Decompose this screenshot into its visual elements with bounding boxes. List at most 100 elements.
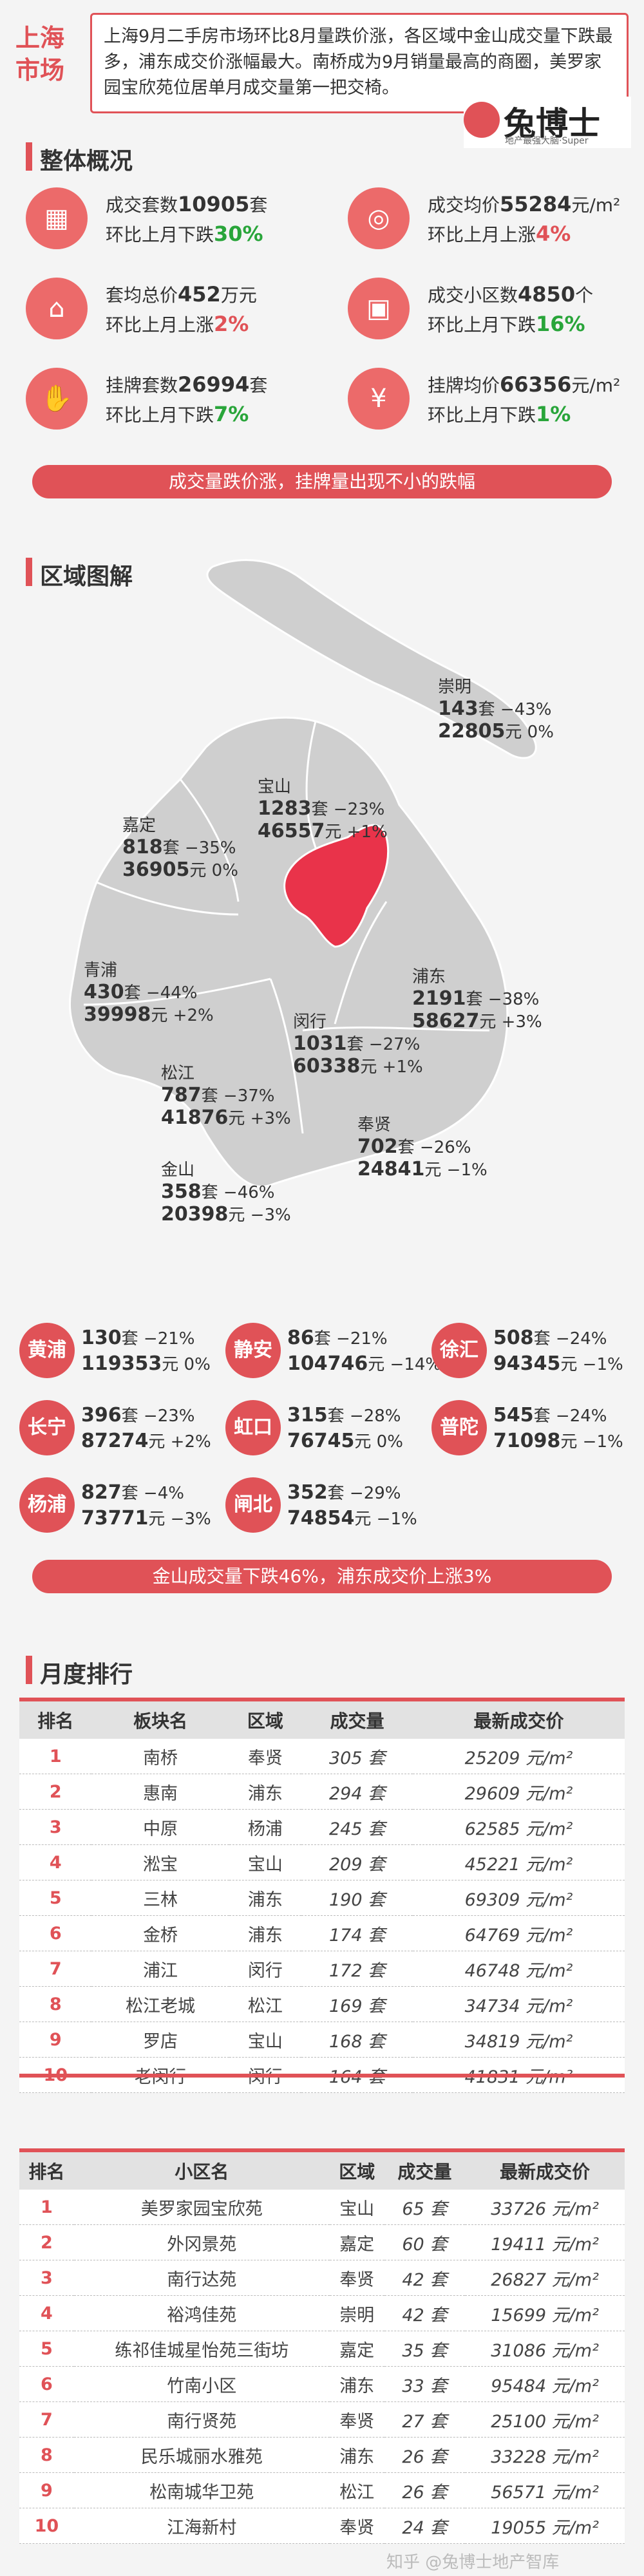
overview-line2: 环比上月下跌30% [106,221,263,247]
overview-change: 7% [214,402,249,426]
volume-value: 190 [328,1889,363,1910]
price-change: +2% [173,1006,214,1025]
district-cell: 浦东 [229,1774,302,1810]
overview-value: 452 [178,282,221,307]
price-cell: 34734 元/m² [412,1986,625,2022]
district-badge: 长宁 [19,1400,75,1455]
coins-icon: ◎ [348,187,410,249]
table-row: 3 南行达苑 奉贤 42 套 26827 元/m² [19,2260,625,2296]
price-suffix: 元 [360,1057,377,1077]
boundary-line [302,1027,490,1032]
house-price-icon: ⌂ [26,278,88,339]
overview-unit: 万元 [220,285,257,306]
summary-text: 上海9月二手房市场环比8月量跌价涨，各区域中金山成交量下跌最多，浦东成交价涨幅最… [104,26,613,98]
price-cell: 25209 元/m² [412,1739,625,1774]
overview-line2: 环比上月下跌16% [428,311,585,337]
volume-cell: 27 套 [384,2401,466,2438]
district-price-line: 87274元 +2% [81,1428,211,1452]
brand-logo: 兔博士 地产最强大脑·Super [464,97,631,148]
volume-value: 65 [402,2199,424,2219]
price-value: 19411 [491,2234,547,2255]
price-value: 25209 [464,1748,520,1768]
volume-value: 60 [402,2234,424,2255]
district-price: 74854 [287,1507,355,1530]
price-cell: 33228 元/m² [465,2437,625,2473]
rank-cell: 6 [19,2366,74,2402]
district-units: 396 [81,1404,122,1426]
district-card: 徐汇 508套 −24% 94345元 −1% [431,1320,625,1385]
district-price: 60338 [293,1055,361,1077]
district-price-line: 119353元 0% [81,1351,211,1375]
units-suffix: 套 [121,1329,138,1349]
volume-value: 172 [328,1960,363,1981]
district-badge: 静安 [225,1323,281,1378]
volume-cell: 209 套 [301,1844,413,1880]
district-price: 22805 [438,720,506,743]
volume-value: 294 [328,1783,363,1804]
rank-cell: 5 [19,1880,92,1916]
overview-item: ◎ 成交均价55284元/m² 环比上月上涨4% [348,184,644,254]
district-units: 818 [122,836,163,858]
price-value: 34734 [464,1996,520,2016]
price-cell: 33726 元/m² [465,2190,625,2225]
volume-value: 27 [402,2411,424,2432]
district-price: 39998 [84,1003,151,1026]
district-price: 41876 [161,1106,229,1129]
price-suffix: 元 [560,1432,578,1452]
overview-change: 2% [214,312,249,336]
price-cell: 31086 元/m² [465,2331,625,2367]
overview-item: ▣ 成交小区数4850个 环比上月下跌16% [348,274,644,345]
district-price-line: 73771元 −3% [81,1506,211,1530]
shanghai-map [69,559,537,1188]
price-unit: 元/m² [526,1819,573,1839]
volume-value: 305 [328,1748,363,1768]
district-card: 长宁 396套 −23% 87274元 +2% [19,1397,213,1462]
boundary-line [83,978,271,1006]
rank-cell: 1 [19,1739,92,1774]
price-value: 46748 [464,1960,520,1981]
name-cell: 裕鸿佳苑 [73,2295,330,2331]
table-row: 2 外冈景苑 嘉定 60 套 19411 元/m² [19,2224,625,2260]
price-change: 0% [376,1432,403,1452]
map-mainland [69,716,509,1188]
heading-bar [26,558,32,586]
price-unit: 元/m² [526,1889,573,1910]
price-change: −1% [376,1510,417,1529]
price-cell: 19055 元/m² [465,2508,625,2544]
price-cell: 64769 元/m² [412,1915,625,1951]
price-value: 62585 [464,1819,520,1839]
rank-cell: 8 [19,2437,74,2473]
price-value: 69309 [464,1889,520,1910]
units-change: −21% [336,1329,388,1349]
region-heading: 区域图解 [26,554,618,590]
sector-ranking-table: 排名 板块名 区域 成交量 最新成交价 1 南桥 奉贤 305 套 25209 元/m² 2 惠南浦… [19,1701,625,2093]
district-price-line: 74854元 −1% [287,1506,417,1530]
region-banner: 金山成交量下跌46%，浦东成交价上涨3% [32,1560,612,1593]
price-cell: 45221 元/m² [412,1844,625,1880]
units-change: −26% [419,1138,471,1157]
price-change: −1% [446,1160,488,1180]
price-value: 15699 [491,2305,547,2325]
ranking-title: 月度排行 [40,1662,133,1688]
district-cell: 奉贤 [329,2508,384,2544]
volume-unit: 套 [430,2234,448,2255]
overview-value: 55284 [500,192,572,216]
price-change: +2% [170,1432,211,1452]
price-cell: 15699 元/m² [465,2295,625,2331]
volume-cell: 294 套 [301,1774,413,1810]
units-change: −43% [500,700,552,719]
name-cell: 练祁佳城星怡苑三街坊 [73,2331,330,2367]
district-card: 静安 86套 −21% 104746元 −14% [225,1320,441,1385]
district-price: 58627 [412,1010,480,1032]
column-header: 最新成交价 [500,2161,591,2183]
price-change: −3% [250,1206,291,1225]
table-row: 4 裕鸿佳苑 崇明 42 套 15699 元/m² [19,2295,625,2331]
volume-unit: 套 [368,1854,386,1875]
name-cell: 民乐城丽水雅苑 [73,2437,330,2473]
volume-unit: 套 [368,2031,386,2052]
district-units: 2191 [412,987,466,1010]
heading-bar [26,1656,32,1684]
units-change: −4% [143,1484,184,1503]
price-cell: 34819 元/m² [412,2022,625,2058]
rank-cell: 9 [19,2472,74,2508]
